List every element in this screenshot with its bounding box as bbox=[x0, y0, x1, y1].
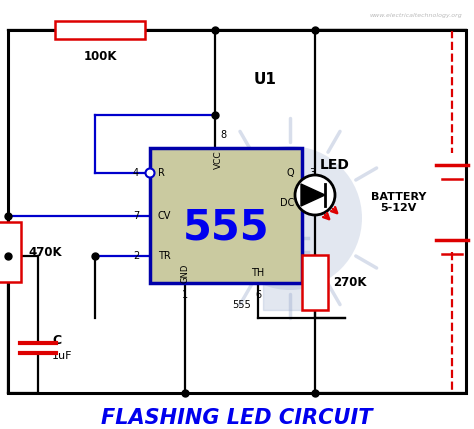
Text: 5: 5 bbox=[309, 198, 315, 208]
Text: R: R bbox=[158, 168, 165, 178]
Bar bbox=[8, 30, 466, 393]
Text: 555: 555 bbox=[182, 206, 269, 248]
Text: 555: 555 bbox=[232, 300, 251, 310]
Text: 4: 4 bbox=[133, 168, 139, 178]
Text: 270K: 270K bbox=[333, 276, 366, 289]
Text: TR: TR bbox=[158, 251, 171, 261]
Text: 100K: 100K bbox=[83, 50, 117, 63]
Text: 2: 2 bbox=[133, 251, 139, 261]
Bar bbox=[302, 255, 328, 310]
Text: Q: Q bbox=[286, 168, 294, 178]
Text: 1uF: 1uF bbox=[52, 351, 73, 361]
Text: GND: GND bbox=[181, 263, 190, 283]
Text: U1: U1 bbox=[254, 73, 276, 88]
Circle shape bbox=[295, 175, 335, 215]
Text: FLASHING LED CIRCUIT: FLASHING LED CIRCUIT bbox=[101, 408, 373, 428]
Bar bbox=[55, 21, 145, 39]
Text: 8: 8 bbox=[220, 130, 226, 140]
Bar bbox=[0, 222, 21, 282]
Text: CV: CV bbox=[158, 211, 172, 221]
Bar bbox=[150, 148, 302, 283]
Text: C: C bbox=[52, 333, 61, 347]
Text: DC: DC bbox=[280, 198, 294, 208]
Text: 3: 3 bbox=[309, 168, 315, 178]
Text: 7: 7 bbox=[133, 211, 139, 221]
Text: 470K: 470K bbox=[28, 245, 62, 259]
Polygon shape bbox=[301, 184, 325, 206]
Circle shape bbox=[218, 146, 362, 290]
Text: 1: 1 bbox=[182, 290, 188, 300]
Text: 6: 6 bbox=[255, 290, 261, 300]
Text: LED: LED bbox=[320, 158, 350, 172]
Text: TH: TH bbox=[251, 268, 264, 278]
Circle shape bbox=[146, 169, 155, 178]
Bar bbox=[263, 270, 317, 310]
Text: BATTERY
5-12V: BATTERY 5-12V bbox=[371, 192, 426, 213]
Text: VCC: VCC bbox=[214, 151, 223, 169]
Text: www.electricaltechnology.org: www.electricaltechnology.org bbox=[369, 13, 462, 18]
